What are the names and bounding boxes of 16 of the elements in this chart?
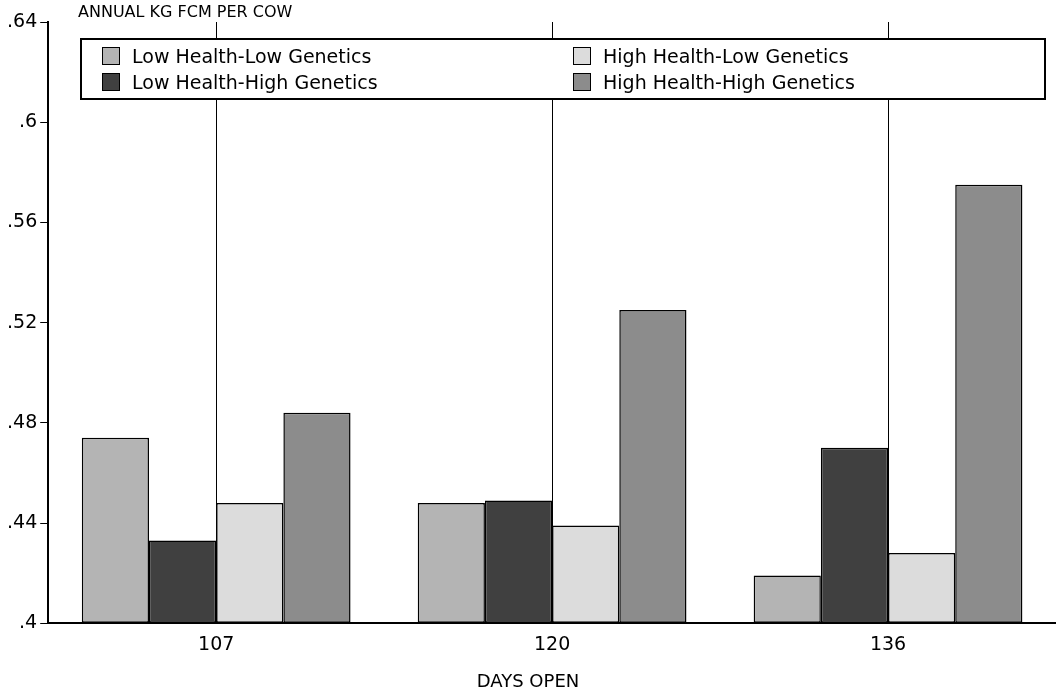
y-tick-label: .6 — [19, 109, 38, 132]
legend-label: High Health-Low Genetics — [603, 45, 849, 67]
legend-label: Low Health-High Genetics — [132, 71, 378, 93]
y-tick-label: .64 — [7, 8, 38, 31]
y-tick-label: .4 — [19, 610, 38, 633]
x-axis-title: DAYS OPEN — [475, 670, 581, 691]
y-tick-label: .56 — [7, 209, 38, 232]
x-tick-label: 120 — [533, 631, 571, 654]
x-tick-label: 136 — [869, 631, 907, 654]
y-tick-label: .44 — [7, 509, 38, 532]
y-tick-label: .48 — [7, 409, 38, 432]
legend-label: Low Health-Low Genetics — [132, 45, 372, 67]
legend-label: High Health-High Genetics — [603, 71, 855, 93]
y-axis-title: ANNUAL KG FCM PER COW — [78, 2, 293, 21]
x-tick-label: 107 — [198, 631, 235, 654]
y-tick-label: .52 — [7, 309, 38, 332]
